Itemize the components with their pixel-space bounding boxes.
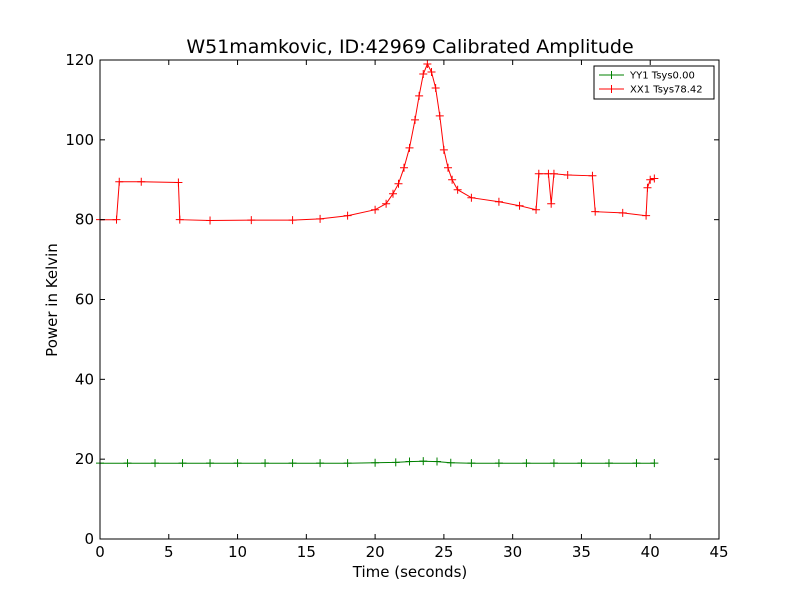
data-point [343, 211, 352, 220]
x-tick-label: 5 [164, 543, 174, 561]
x-axis-label: Time (seconds) [352, 563, 468, 581]
y-tick-label: 0 [84, 530, 94, 548]
data-point [343, 459, 352, 468]
x-tick-label: 45 [709, 543, 728, 561]
data-point [394, 179, 403, 188]
data-point [577, 459, 586, 468]
y-tick-label: 80 [75, 211, 94, 229]
data-point [494, 459, 503, 468]
data-point [588, 171, 597, 180]
data-point [123, 459, 132, 468]
data-point [431, 83, 440, 92]
y-tick-label: 100 [65, 131, 94, 149]
legend-swatch-marker [607, 71, 616, 79]
data-point [423, 59, 432, 68]
data-point [206, 459, 215, 468]
data-point [650, 174, 659, 183]
y-tick-label: 120 [65, 51, 94, 69]
x-tick-label: 30 [503, 543, 522, 561]
data-point [316, 459, 325, 468]
data-point [467, 459, 476, 468]
data-point [175, 215, 184, 224]
legend-box [593, 65, 715, 100]
data-point [650, 459, 659, 468]
data-point [522, 459, 531, 468]
data-point [382, 199, 391, 208]
data-point [547, 199, 556, 208]
data-point [435, 111, 444, 120]
data-point [411, 115, 420, 124]
data-point [515, 201, 524, 210]
data-point [453, 185, 462, 194]
data-point [448, 175, 457, 184]
legend-entry-label: YY1 Tsys0.00 [629, 71, 695, 82]
data-point [439, 145, 448, 154]
y-tick-label: 20 [75, 450, 94, 468]
data-point [494, 197, 503, 206]
legend-swatch-marker [607, 85, 616, 93]
data-point [178, 459, 187, 468]
data-point [415, 91, 424, 100]
x-tick-label: 20 [366, 543, 385, 561]
plot-frame [99, 59, 720, 540]
data-point [444, 163, 453, 172]
data-point [288, 459, 297, 468]
data-point [646, 175, 655, 184]
data-point [532, 205, 541, 214]
legend: YY1 Tsys0.00 XX1 Tsys78.42 [593, 65, 715, 100]
x-tick-label: 35 [572, 543, 591, 561]
plot-area [96, 59, 659, 468]
data-point [549, 169, 558, 178]
data-point [399, 163, 408, 172]
data-point [534, 169, 543, 178]
data-point [206, 216, 215, 225]
legend-entry-label: XX1 Tsys78.42 [630, 85, 703, 96]
data-point [446, 458, 455, 467]
x-tick-label: 15 [297, 543, 316, 561]
data-point [604, 459, 613, 468]
data-point [174, 178, 183, 187]
data-point [563, 170, 572, 179]
data-point [591, 207, 600, 216]
y-axis-label: Power in Kelvin [43, 243, 61, 357]
x-tick-label: 10 [228, 543, 247, 561]
data-point [316, 214, 325, 223]
data-point [643, 183, 652, 192]
x-tick-label: 25 [434, 543, 453, 561]
data-point [405, 457, 414, 466]
data-point [151, 459, 160, 468]
x-tick-label: 0 [95, 543, 105, 561]
data-point [549, 459, 558, 468]
data-point [233, 459, 242, 468]
data-point [247, 216, 256, 225]
data-point [115, 177, 124, 186]
data-point [618, 208, 627, 217]
data-point [112, 215, 121, 224]
data-point [288, 216, 297, 225]
data-point [405, 143, 414, 152]
data-point [642, 211, 651, 220]
data-point [371, 458, 380, 467]
data-point [388, 189, 397, 198]
x-tick-label: 40 [641, 543, 660, 561]
y-tick-label: 60 [75, 291, 94, 309]
data-point [419, 457, 428, 466]
data-point [632, 459, 641, 468]
data-point [433, 457, 442, 466]
y-tick-label: 40 [75, 370, 94, 388]
data-point [427, 67, 436, 76]
axes-ticks: 0 5 10 15 20 25 30 35 40 45 0 20 40 60 80 100 120 [65, 51, 728, 561]
data-point [467, 193, 476, 202]
data-point [371, 205, 380, 214]
data-point [137, 177, 146, 186]
chart-title: W51mamkovic, ID:42969 Calibrated Amplitu… [186, 36, 633, 58]
data-point [391, 458, 400, 467]
data-point [261, 459, 270, 468]
series-line-0 [100, 460, 655, 464]
data-point [419, 69, 428, 78]
